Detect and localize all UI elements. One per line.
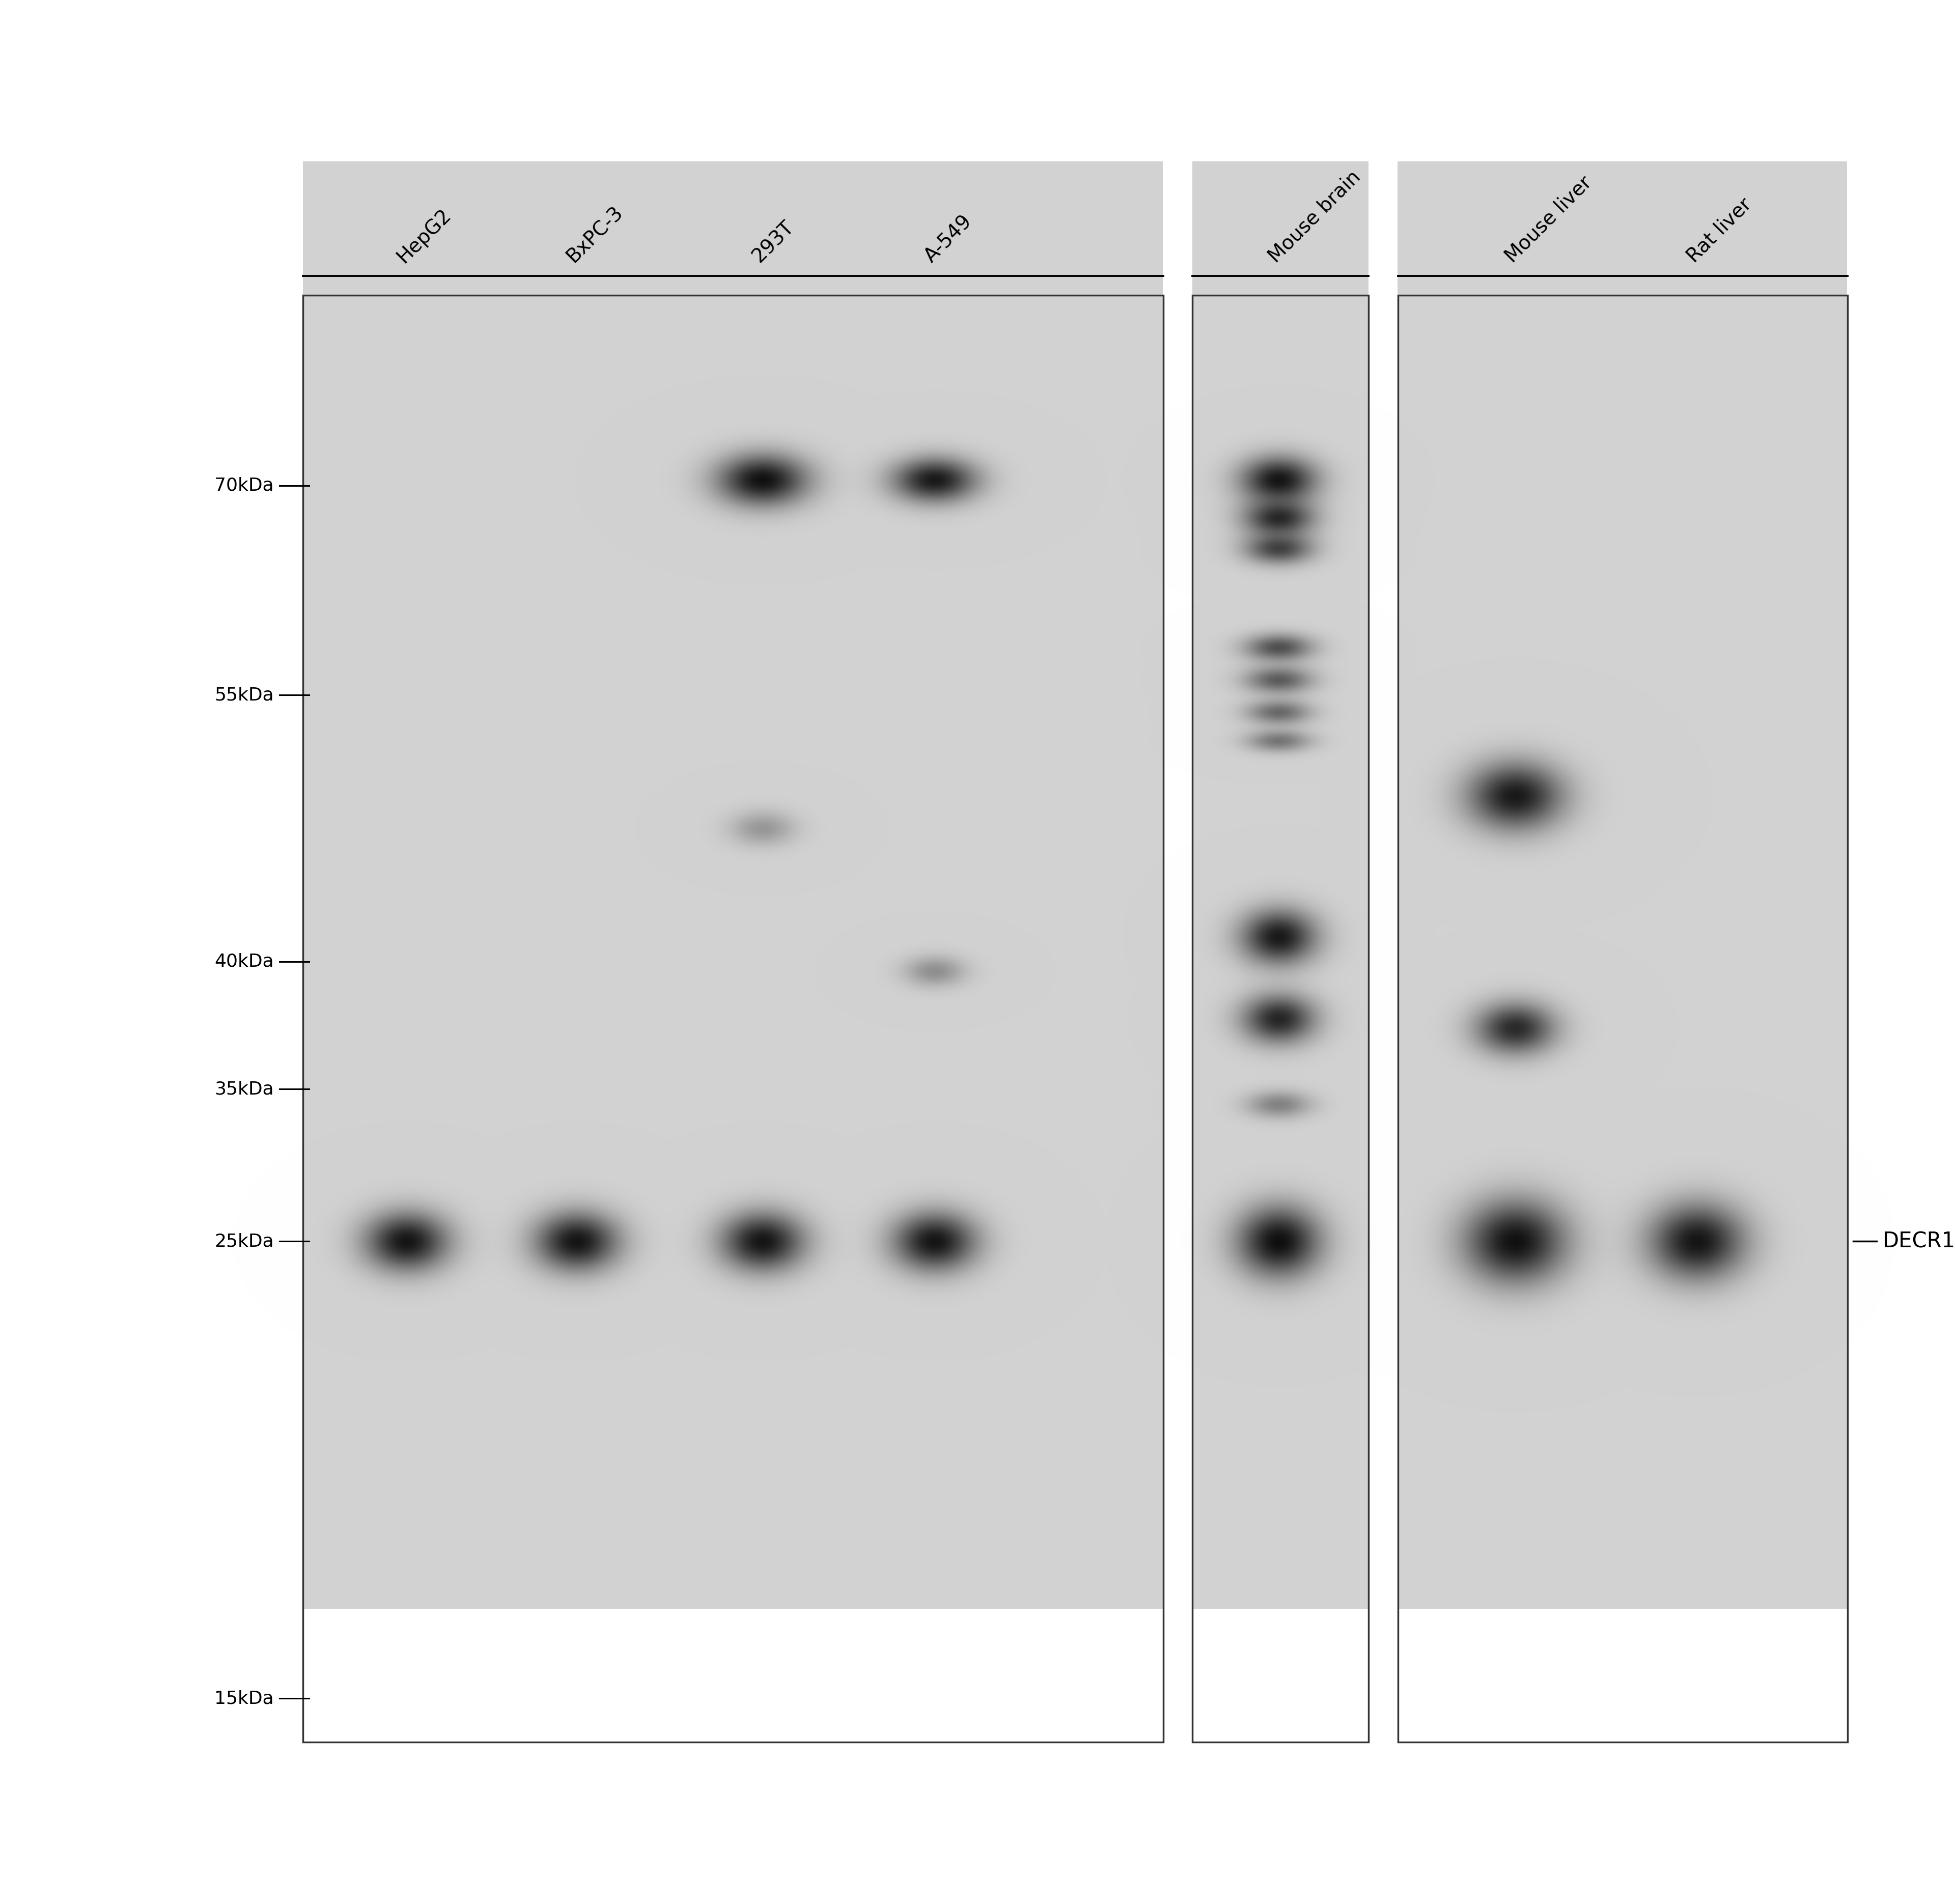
Text: 55kDa: 55kDa [215,685,274,704]
Text: Mouse brain: Mouse brain [1265,168,1365,267]
Text: 293T: 293T [749,217,798,267]
Bar [1193,295,1368,1742]
Text: HepG2: HepG2 [393,206,454,267]
Text: Mouse liver: Mouse liver [1501,173,1595,267]
Text: 40kDa: 40kDa [215,952,274,971]
Bar [303,295,1163,1742]
Text: 70kDa: 70kDa [215,476,274,495]
Text: Rat liver: Rat liver [1683,194,1756,267]
Text: 25kDa: 25kDa [215,1232,274,1251]
Text: A-549: A-549 [921,211,976,267]
Bar [1398,295,1847,1742]
Text: BxPC-3: BxPC-3 [563,204,628,267]
Text: DECR1: DECR1 [1883,1230,1955,1253]
Text: 15kDa: 15kDa [215,1689,274,1708]
Text: 35kDa: 35kDa [215,1080,274,1099]
